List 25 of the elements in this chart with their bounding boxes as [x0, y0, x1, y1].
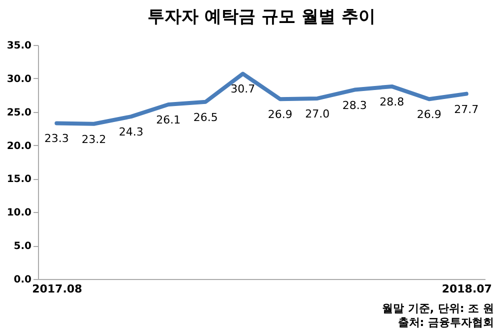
text: 26.5 [193, 110, 218, 124]
text: 26.1 [156, 114, 181, 127]
y-tick-label: 20.0 [6, 140, 32, 152]
text: 26.9 [268, 108, 292, 122]
chart-title: 투자자 예탁금 규모 월별 추이 [148, 7, 376, 27]
source-note: 출처: 금융투자협회 [398, 316, 494, 329]
text: 23.3 [44, 132, 69, 146]
text: 24.3 [118, 126, 144, 139]
text: 30.7 [230, 82, 256, 96]
y-tick-label: 10.0 [6, 208, 32, 219]
y-tick-label: 15.0 [6, 174, 32, 186]
text: 26.9 [416, 108, 442, 122]
text: 월말 기준, 단위: 조 원 [382, 302, 494, 315]
x-tick-label: 2018.07 [442, 282, 492, 296]
y-tick-label: 30.0 [6, 74, 32, 85]
text: 28.3 [342, 98, 367, 112]
y-tick-label: 35.0 [6, 40, 32, 52]
text: 28.8 [380, 95, 404, 108]
y-tick-label: 0.0 [14, 274, 32, 286]
x-tick-label: 2017.08 [32, 282, 82, 296]
y-tick-label: 25.0 [6, 107, 32, 118]
text: 27.0 [305, 107, 330, 120]
y-tick-label: 5.0 [14, 241, 32, 252]
text: 27.7 [454, 102, 479, 116]
text: 23.2 [82, 132, 106, 146]
